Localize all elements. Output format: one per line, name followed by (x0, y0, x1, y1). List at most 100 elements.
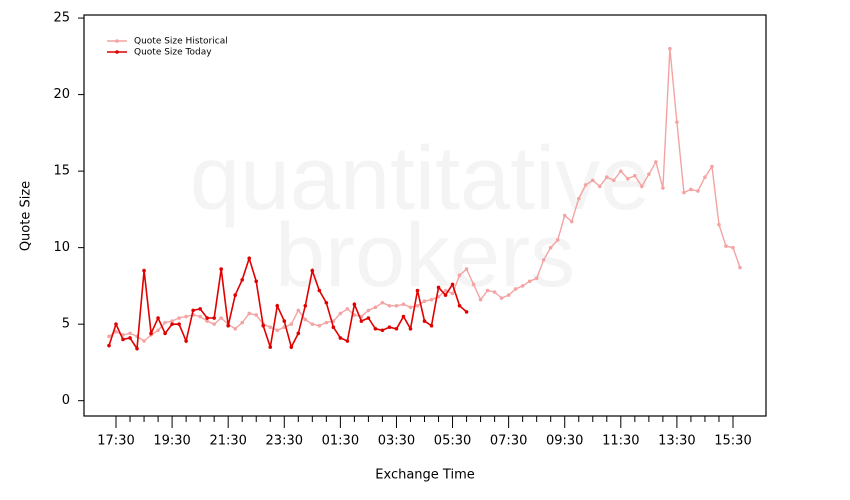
point (443, 288, 448, 293)
point (107, 343, 111, 348)
y-tick-label: 20 (53, 87, 70, 102)
point (170, 319, 174, 323)
point (492, 290, 497, 294)
point (121, 337, 125, 342)
point (450, 291, 455, 296)
point (724, 244, 728, 248)
point (689, 187, 693, 192)
point (520, 284, 525, 288)
point (184, 339, 188, 343)
point (373, 326, 378, 331)
point (415, 304, 420, 308)
point (717, 222, 721, 227)
point (429, 323, 434, 328)
point (443, 293, 448, 297)
point (247, 256, 252, 261)
x-axis-label: Exchange Time (375, 468, 474, 483)
point (345, 339, 350, 343)
point (548, 245, 553, 250)
point (275, 328, 280, 333)
point (205, 316, 209, 320)
point (345, 307, 350, 311)
point (142, 268, 146, 273)
point (310, 322, 315, 326)
point (682, 190, 686, 195)
point (114, 330, 118, 334)
point (359, 319, 364, 323)
point (247, 311, 252, 316)
point (240, 277, 245, 282)
point (289, 322, 294, 326)
point (373, 305, 378, 310)
point (506, 293, 511, 297)
point (633, 173, 637, 178)
point (128, 331, 132, 336)
point (191, 308, 195, 313)
series-line (108, 255, 468, 352)
y-tick-label: 25 (53, 11, 70, 26)
x-tick-label: 05:30 (434, 434, 471, 449)
point (464, 267, 469, 271)
point (317, 288, 322, 293)
y-tick-label: 15 (53, 164, 70, 179)
point (324, 320, 329, 325)
point (422, 319, 427, 323)
point (569, 219, 574, 224)
point (170, 322, 174, 326)
point (352, 302, 357, 307)
point (457, 304, 462, 308)
point (654, 160, 658, 164)
y-tick-label: 5 (62, 317, 70, 332)
point (450, 282, 455, 287)
point (303, 317, 308, 322)
point (303, 304, 308, 308)
x-tick-label: 17:30 (97, 434, 134, 449)
legend-marker (115, 50, 119, 54)
point (366, 316, 371, 320)
point (401, 314, 406, 319)
x-tick-label: 23:30 (266, 434, 303, 449)
point (212, 316, 216, 320)
point (198, 307, 202, 311)
point (576, 196, 581, 201)
point (156, 316, 160, 320)
point (408, 326, 413, 331)
x-tick-label: 07:30 (490, 434, 527, 449)
y-tick-label: 10 (53, 240, 70, 255)
point (275, 304, 280, 308)
point (233, 293, 237, 297)
point (268, 325, 273, 330)
point (401, 302, 406, 307)
point (597, 184, 602, 189)
point (324, 300, 329, 305)
point (177, 316, 181, 320)
y-tick-label: 0 (62, 393, 70, 408)
x-tick-label: 11:30 (602, 434, 639, 449)
point (696, 189, 700, 193)
point (163, 331, 167, 336)
point (668, 46, 672, 51)
point (661, 186, 665, 190)
x-tick-label: 03:30 (378, 434, 415, 449)
point (387, 304, 392, 308)
watermark: quantitative (190, 129, 650, 229)
point (534, 276, 539, 281)
x-tick-label: 21:30 (209, 434, 246, 449)
point (282, 319, 287, 323)
point (296, 308, 301, 313)
point (156, 328, 160, 333)
point (562, 213, 567, 218)
point (394, 326, 399, 331)
point (640, 184, 644, 189)
point (149, 331, 153, 336)
point (408, 305, 413, 310)
point (296, 331, 301, 336)
point (184, 314, 188, 319)
point (254, 279, 259, 284)
point (619, 169, 623, 173)
point (219, 316, 223, 320)
x-tick-label: 09:30 (546, 434, 583, 449)
point (612, 178, 616, 183)
point (198, 314, 202, 319)
